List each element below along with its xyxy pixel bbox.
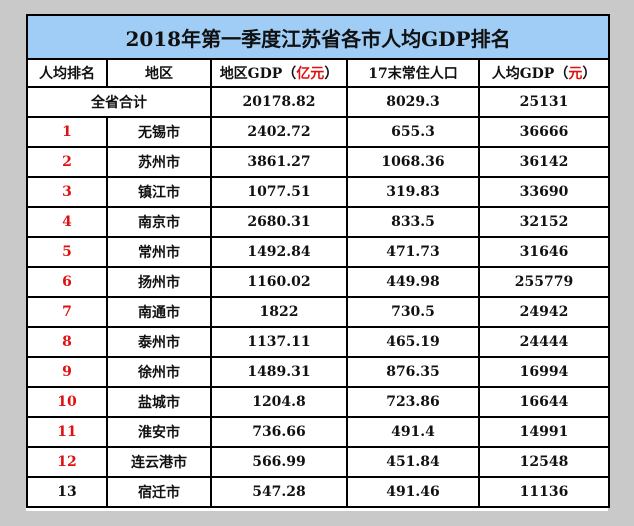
per-capita-cell: 24942	[477, 296, 611, 328]
per-capita-cell: 36142	[477, 146, 611, 178]
rank-cell: 13	[26, 476, 108, 508]
table-row: 6 扬州市 1160.02 449.98 255779	[26, 266, 611, 298]
table-row: 8 泰州市 1137.11 465.19 24444	[26, 326, 611, 358]
header-population: 17末常住人口	[346, 58, 480, 88]
gdp-cell: 736.66	[210, 416, 348, 448]
table-row: 5 常州市 1492.84 471.73 31646	[26, 236, 611, 268]
city-cell: 泰州市	[106, 326, 212, 358]
rank-cell: 2	[26, 146, 108, 178]
city-cell: 无锡市	[106, 116, 212, 148]
gdp-cell: 1077.51	[210, 176, 348, 208]
per-capita-cell: 12548	[477, 446, 611, 478]
gdp-cell: 2402.72	[210, 116, 348, 148]
per-capita-cell: 11136	[477, 476, 611, 508]
table-row: 9 徐州市 1489.31 876.35 16994	[26, 356, 611, 388]
population-cell: 723.86	[346, 386, 480, 418]
header-gdp-unit: 亿元	[296, 66, 325, 82]
gdp-cell: 1204.8	[210, 386, 348, 418]
header-row: 人均排名 地区 地区GDP（亿元） 17末常住人口 人均GDP（元）	[26, 58, 611, 88]
header-per-capita-prefix: 人均GDP（	[491, 66, 569, 82]
rank-cell: 1	[26, 116, 108, 148]
gdp-cell: 3861.27	[210, 146, 348, 178]
ranking-table-container: 2018年第一季度江苏省各市人均GDP排名 人均排名 地区 地区GDP（亿元） …	[25, 14, 611, 511]
title-row: 2018年第一季度江苏省各市人均GDP排名	[25, 14, 611, 60]
population-cell: 449.98	[346, 266, 480, 298]
population-cell: 833.5	[346, 206, 480, 238]
per-capita-cell: 14991	[477, 416, 611, 448]
header-per-capita-unit: 元	[568, 66, 583, 82]
table-row: 10 盐城市 1204.8 723.86 16644	[26, 386, 611, 418]
per-capita-cell: 16644	[477, 386, 611, 418]
gdp-cell: 1160.02	[210, 266, 348, 298]
population-cell: 655.3	[346, 116, 480, 148]
population-cell: 1068.36	[346, 146, 480, 178]
gdp-cell: 547.28	[210, 476, 348, 508]
city-cell: 淮安市	[106, 416, 212, 448]
population-cell: 465.19	[346, 326, 480, 358]
rank-cell: 3	[26, 176, 108, 208]
gdp-cell: 2680.31	[210, 206, 348, 238]
table-row: 12 连云港市 566.99 451.84 12548	[26, 446, 611, 478]
rank-cell: 11	[26, 416, 108, 448]
total-row: 全省合计 20178.82 8029.3 25131	[26, 86, 611, 118]
city-cell: 南通市	[106, 296, 212, 328]
city-cell: 南京市	[106, 206, 212, 238]
header-per-capita: 人均GDP（元）	[477, 58, 611, 88]
per-capita-cell: 32152	[477, 206, 611, 238]
population-cell: 451.84	[346, 446, 480, 478]
city-cell: 宿迁市	[106, 476, 212, 508]
per-capita-cell: 31646	[477, 236, 611, 268]
rank-cell: 6	[26, 266, 108, 298]
gdp-cell: 566.99	[210, 446, 348, 478]
city-cell: 盐城市	[106, 386, 212, 418]
gdp-cell: 1489.31	[210, 356, 348, 388]
city-cell: 连云港市	[106, 446, 212, 478]
table-row: 11 淮安市 736.66 491.4 14991	[26, 416, 611, 448]
header-gdp-prefix: 地区GDP（	[219, 66, 297, 82]
gdp-cell: 1492.84	[210, 236, 348, 268]
table-row: 13 宿迁市 547.28 491.46 11136	[26, 476, 611, 508]
city-cell: 徐州市	[106, 356, 212, 388]
total-per-capita: 25131	[477, 86, 611, 118]
table-row: 2 苏州市 3861.27 1068.36 36142	[26, 146, 611, 178]
rank-cell: 5	[26, 236, 108, 268]
population-cell: 730.5	[346, 296, 480, 328]
header-region: 地区	[106, 58, 212, 88]
population-cell: 876.35	[346, 356, 480, 388]
population-cell: 319.83	[346, 176, 480, 208]
city-cell: 苏州市	[106, 146, 212, 178]
rank-cell: 9	[26, 356, 108, 388]
per-capita-cell: 24444	[477, 326, 611, 358]
header-rank: 人均排名	[26, 58, 108, 88]
table-row: 3 镇江市 1077.51 319.83 33690	[26, 176, 611, 208]
rank-cell: 7	[26, 296, 108, 328]
per-capita-cell: 255779	[477, 266, 611, 298]
population-cell: 491.4	[346, 416, 480, 448]
total-population: 8029.3	[346, 86, 480, 118]
table-row: 1 无锡市 2402.72 655.3 36666	[26, 116, 611, 148]
gdp-cell: 1822	[210, 296, 348, 328]
gdp-ranking-table: 2018年第一季度江苏省各市人均GDP排名 人均排名 地区 地区GDP（亿元） …	[25, 14, 611, 508]
rank-cell: 4	[26, 206, 108, 238]
city-cell: 常州市	[106, 236, 212, 268]
total-gdp: 20178.82	[210, 86, 348, 118]
rank-cell: 8	[26, 326, 108, 358]
per-capita-cell: 16994	[477, 356, 611, 388]
population-cell: 471.73	[346, 236, 480, 268]
rank-cell: 10	[26, 386, 108, 418]
city-cell: 镇江市	[106, 176, 212, 208]
per-capita-cell: 36666	[477, 116, 611, 148]
per-capita-cell: 33690	[477, 176, 611, 208]
city-cell: 扬州市	[106, 266, 212, 298]
gdp-cell: 1137.11	[210, 326, 348, 358]
population-cell: 491.46	[346, 476, 480, 508]
table-title: 2018年第一季度江苏省各市人均GDP排名	[25, 14, 611, 60]
table-row: 7 南通市 1822 730.5 24942	[26, 296, 611, 328]
total-label: 全省合计	[26, 86, 212, 118]
table-row: 4 南京市 2680.31 833.5 32152	[26, 206, 611, 238]
header-gdp: 地区GDP（亿元）	[210, 58, 348, 88]
header-gdp-suffix: ）	[324, 66, 339, 82]
rank-cell: 12	[26, 446, 108, 478]
header-per-capita-suffix: ）	[582, 66, 597, 82]
